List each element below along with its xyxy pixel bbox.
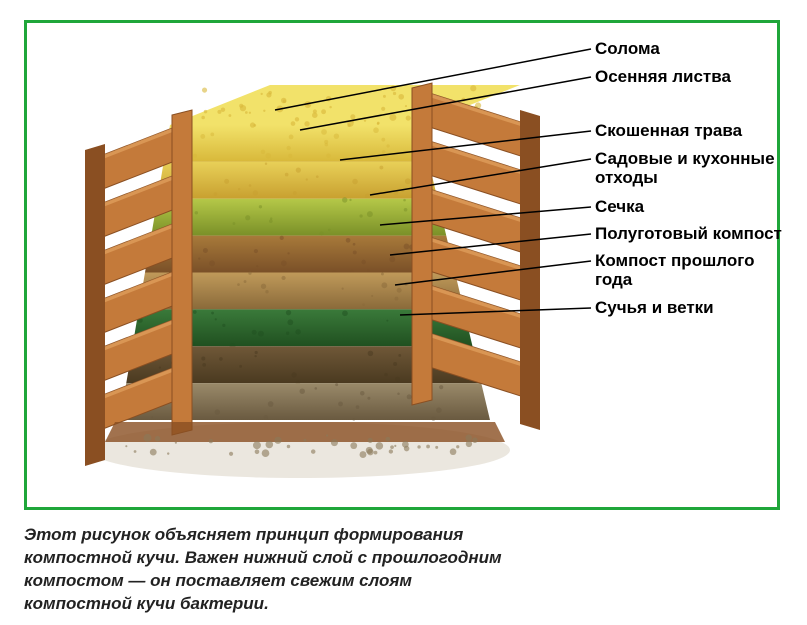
layer-label-3: Садовые и кухонныеотходы [595, 150, 775, 187]
layer-label-4: Сечка [595, 198, 644, 217]
layer-label-5: Полуготовый компост [595, 225, 782, 244]
layer-label-0: Солома [595, 40, 660, 59]
layer-label-2: Скошенная трава [595, 122, 742, 141]
layer-label-1: Осенняя листва [595, 68, 731, 87]
layer-label-7: Сучья и ветки [595, 299, 714, 318]
layer-label-6: Компост прошлогогода [595, 252, 754, 289]
caption-text: Этот рисунок объясняет принцип формирова… [24, 524, 504, 616]
